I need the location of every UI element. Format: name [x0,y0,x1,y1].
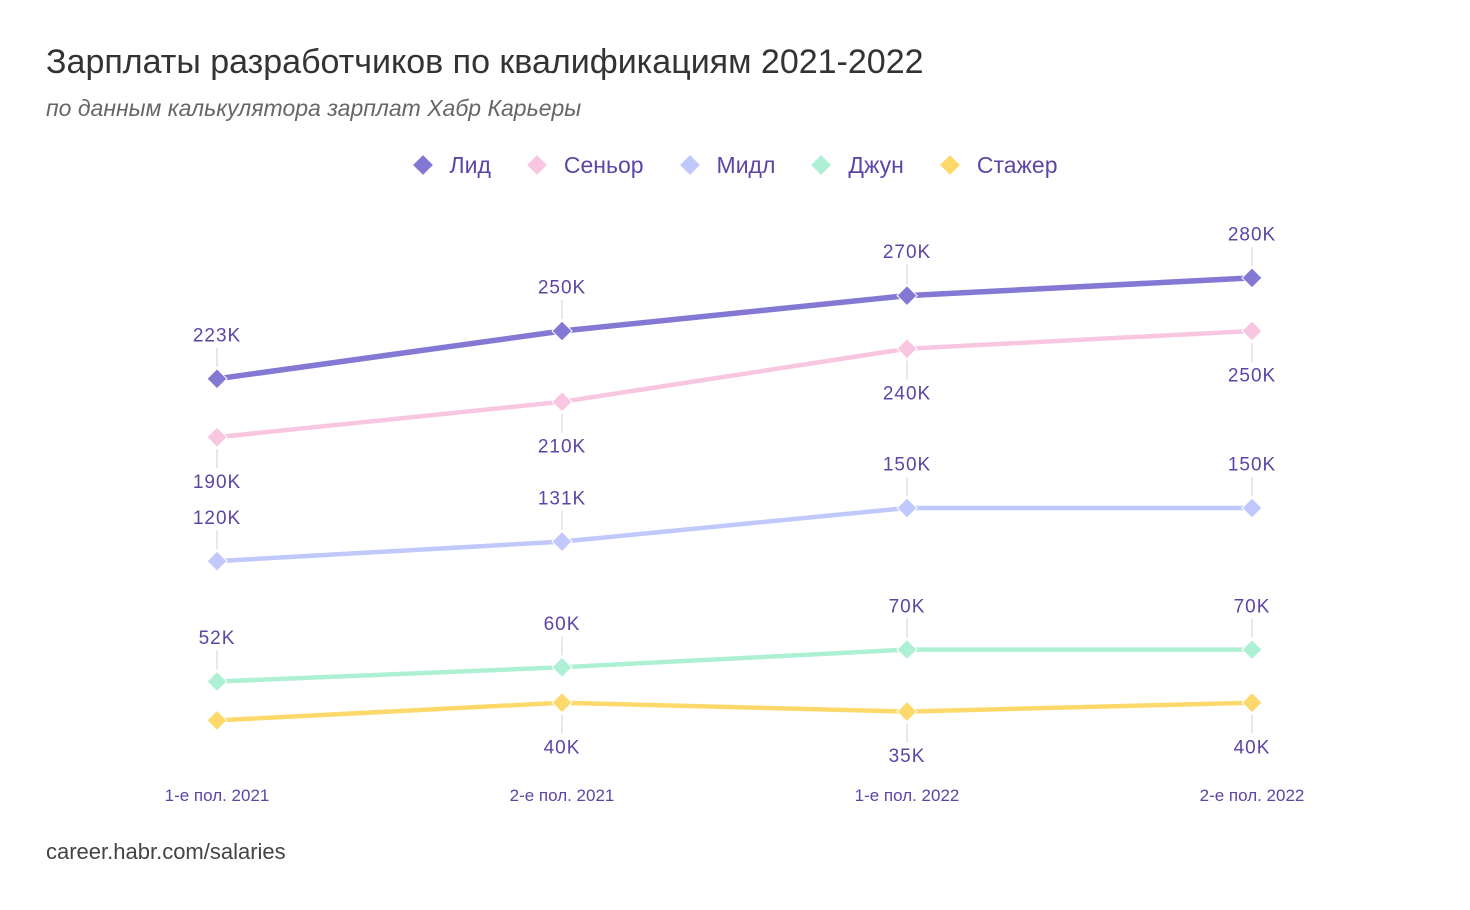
diamond-icon [811,155,832,175]
legend-item-lid[interactable]: Лид [412,150,491,180]
data-point-lid [896,284,918,307]
data-label-junior: 70K [889,596,926,617]
data-point-senior [896,337,918,360]
line-chart: 223K 250K 270K 280K 190K 210K 240K 250K 120K 131K… [165,225,1305,806]
data-label-junior: 52K [199,628,236,649]
legend-item-junior[interactable]: Джун [811,150,904,180]
series-line-middle [214,505,1255,564]
legend: Лид Сеньор Мидл Джун Стажер [0,150,1470,180]
data-point-intern [206,709,228,732]
series-line-senior [214,328,1255,440]
data-point-middle [896,497,918,519]
legend-item-middle[interactable]: Мидл [679,150,776,180]
x-axis-tick-labels: 1-е пол. 2021 2-е пол. 2021 1-е пол. 2022 2… [165,786,1305,805]
data-point-middle [551,530,573,553]
legend-item-intern[interactable]: Стажер [939,150,1058,180]
diamond-icon [526,155,547,175]
data-point-junior [1241,638,1263,661]
data-point-junior [206,670,228,693]
diamond-icon [412,155,433,175]
legend-item-senior[interactable]: Сеньор [526,150,644,180]
data-label-middle: 120K [193,508,241,529]
data-point-senior [206,426,228,448]
data-label-intern: 40K [544,737,581,758]
data-label-lid: 223K [193,325,241,346]
data-labels: 223K 250K 270K 280K 190K 210K 240K 250K 120K 131K… [193,225,1276,768]
x-tick-label: 1-е пол. 2022 [855,786,960,805]
diamond-icon [939,155,960,175]
data-point-lid [551,320,573,342]
data-point-intern [551,691,573,714]
data-point-senior [1241,320,1263,342]
label-leader-lines [216,246,1253,743]
data-label-senior: 190K [193,472,241,493]
diamond-icon [679,155,700,175]
data-point-middle [206,550,228,572]
data-point-junior [551,656,573,679]
data-label-middle: 131K [538,488,586,509]
data-label-middle: 150K [1228,455,1276,476]
data-point-intern [896,700,918,723]
data-label-senior: 250K [1228,366,1276,387]
data-label-lid: 270K [883,242,931,263]
x-tick-label: 2-е пол. 2022 [1200,786,1305,805]
chart-title: Зарплаты разработчиков по квалификациям … [46,43,924,81]
data-point-lid [1241,267,1263,289]
legend-label: Лид [449,152,491,178]
chart-subtitle: по данным калькулятора зарплат Хабр Карь… [46,95,582,121]
data-label-intern: 35K [889,746,926,767]
data-label-intern: 40K [1234,737,1271,758]
source-link[interactable]: career.habr.com/salaries [46,839,286,864]
legend-label: Стажер [976,152,1058,178]
data-point-lid [206,368,228,390]
data-point-intern [1241,691,1263,714]
x-tick-label: 1-е пол. 2021 [165,786,270,805]
data-label-junior: 70K [1234,596,1271,617]
legend-label: Мидл [716,152,776,178]
data-label-lid: 250K [538,278,586,299]
series-line-junior [214,647,1255,684]
data-label-middle: 150K [883,455,931,476]
series-lines [214,275,1255,723]
data-point-junior [896,638,918,661]
data-label-senior: 240K [883,383,931,404]
data-label-lid: 280K [1228,225,1276,246]
data-point-senior [551,391,573,413]
series-line-lid [214,275,1255,382]
legend-label: Сеньор [563,152,644,178]
data-point-middle [1241,497,1263,519]
x-tick-label: 2-е пол. 2021 [510,786,615,805]
data-label-senior: 210K [538,437,586,458]
legend-label: Джун [848,152,904,178]
data-label-junior: 60K [544,614,581,635]
data-points [206,267,1263,732]
series-line-intern [214,700,1255,723]
